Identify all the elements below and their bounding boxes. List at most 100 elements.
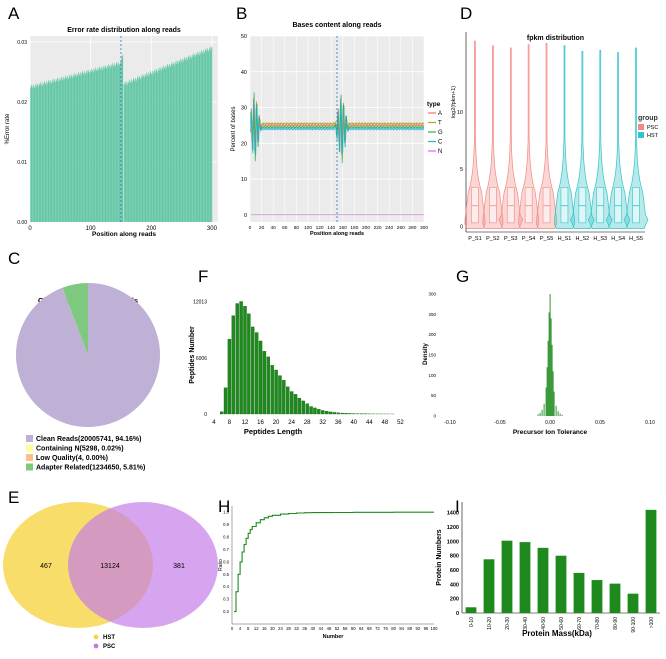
legend-swatch-d [638,132,644,138]
tolerance-bar [550,318,552,416]
x-tick-label-f: 20 [273,420,280,426]
tolerance-bar [546,367,548,416]
peptide-bar [286,386,290,415]
violin-P_S3 [498,47,524,229]
x-tick-label-h: 8 [247,626,250,631]
x-tick-label-g: -0.10 [444,420,456,426]
x-tick-label-d: H_S4 [611,236,625,242]
legend-label-c: Clean Reads(20005741, 94.16%) [36,436,141,443]
x-tick-label-i: 40-50 [541,617,547,630]
y-axis-label-b: Percent of bases [231,106,237,151]
x-tick-label-i: 0-10 [469,617,475,627]
y-tick-label-h: 0.8 [223,535,229,540]
x-tick-label-a: 0 [28,226,32,232]
x-tick-label-h: 72 [375,626,380,631]
x-tick-label-d: P_S3 [504,236,517,242]
protein-mass-bar [501,540,513,613]
y-tick-label-d: 0 [460,224,463,230]
x-tick-label-h: 16 [262,626,267,631]
legend-swatch-c [26,454,33,461]
peptide-bar [336,412,340,415]
cumulative-step-line [234,511,434,613]
x-tick-label-b: 80 [294,225,300,231]
tolerance-bar [557,411,559,416]
tolerance-bar [548,312,550,416]
protein-mass-bar [465,607,477,613]
y-tick-label-b: 40 [241,70,247,76]
box-H_S2 [578,187,587,224]
protein-mass-bars [465,509,657,613]
peptide-bar [258,340,263,415]
pie-slice-1 [62,287,88,355]
box-H_S5 [632,187,640,224]
y-tick-label-b: 30 [241,106,247,112]
x-tick-label-f: 44 [366,420,373,426]
y-tick-label-i: 800 [450,554,459,560]
tolerance-bar [541,409,543,416]
peptide-bar [317,409,321,415]
x-tick-label-i: >100 [649,617,655,628]
pie-slice-0 [16,283,161,427]
tolerance-bar [549,294,551,416]
protein-mass-bar [627,593,639,613]
y-axis-label-a: %Error rate [5,113,11,144]
chart-title-b: Bases content along reads [292,22,381,29]
peptide-bar [321,410,325,415]
x-tick-label-g: 0.05 [595,420,605,426]
x-tick-label-d: H_S1 [558,236,572,242]
legend-title-b: type [427,101,441,108]
tolerance-bar [551,344,553,416]
peptide-bar [313,407,317,415]
x-tick-label-f: 16 [257,420,264,426]
panel-letter-H: H [218,497,230,516]
x-axis-label-a: Position along reads [92,231,156,238]
peptide-bar [344,413,348,415]
x-tick-label-i: 50-60 [559,617,565,630]
x-tick-label-h: 68 [367,626,372,631]
x-tick-label-d: H_S2 [575,236,589,242]
legend-label-c: Low Quality(4, 0.00%) [36,455,108,462]
x-axis-label-f: Peptides Length [244,427,303,436]
x-tick-label-i: 80-90 [613,617,619,630]
y-axis-label-g: Density [423,343,429,365]
peptide-bar [301,400,305,415]
tolerance-bar [561,414,563,416]
y-tick-label-b: 50 [241,34,247,40]
y-tick-label-b: 10 [241,177,247,183]
box-P_S3 [506,187,515,224]
protein-mass-bar [537,547,549,613]
x-tick-label-h: 92 [416,626,421,631]
legend-swatch-d [638,124,644,130]
x-tick-label-g: -0.05 [494,420,506,426]
x-axis-label-g: Precursor Ion Tolerance [513,429,588,436]
violin-P_S4 [518,44,540,229]
y-tick-label-i: 1000 [447,539,459,545]
x-tick-label-i: 20-30 [505,617,511,630]
legend-label-b: N [438,149,442,155]
x-tick-label-f: 36 [335,420,342,426]
tolerance-bar [537,414,539,416]
peptide-bar [219,411,224,415]
y-axis-label-f: Peptides Number [189,326,196,384]
peptide-bar [278,375,282,415]
peptide-bar [274,369,278,415]
y-tick-label-h: 1.0 [223,510,229,515]
x-tick-label-d: P_S4 [522,236,535,242]
x-tick-label-h: 76 [383,626,388,631]
x-tick-label-f: 32 [319,420,326,426]
x-tick-label-b: 200 [362,225,370,231]
x-tick-label-b: 220 [374,225,382,231]
chart-title-a: Error rate distribution along reads [67,27,181,34]
x-tick-label-h: 56 [343,626,348,631]
panel-letter-E: E [8,488,19,507]
y-tick-label-d: 10 [457,110,463,116]
tolerance-bar [539,412,541,416]
peptide-bar [231,315,236,415]
x-tick-label-f: 8 [228,420,232,426]
peptide-bar [293,394,298,415]
pie-slice-3 [62,283,88,355]
x-tick-label-b: 240 [385,225,393,231]
error-rate-bars [30,46,213,222]
x-tick-label-h: 96 [424,626,429,631]
x-tick-label-b: 160 [339,225,347,231]
